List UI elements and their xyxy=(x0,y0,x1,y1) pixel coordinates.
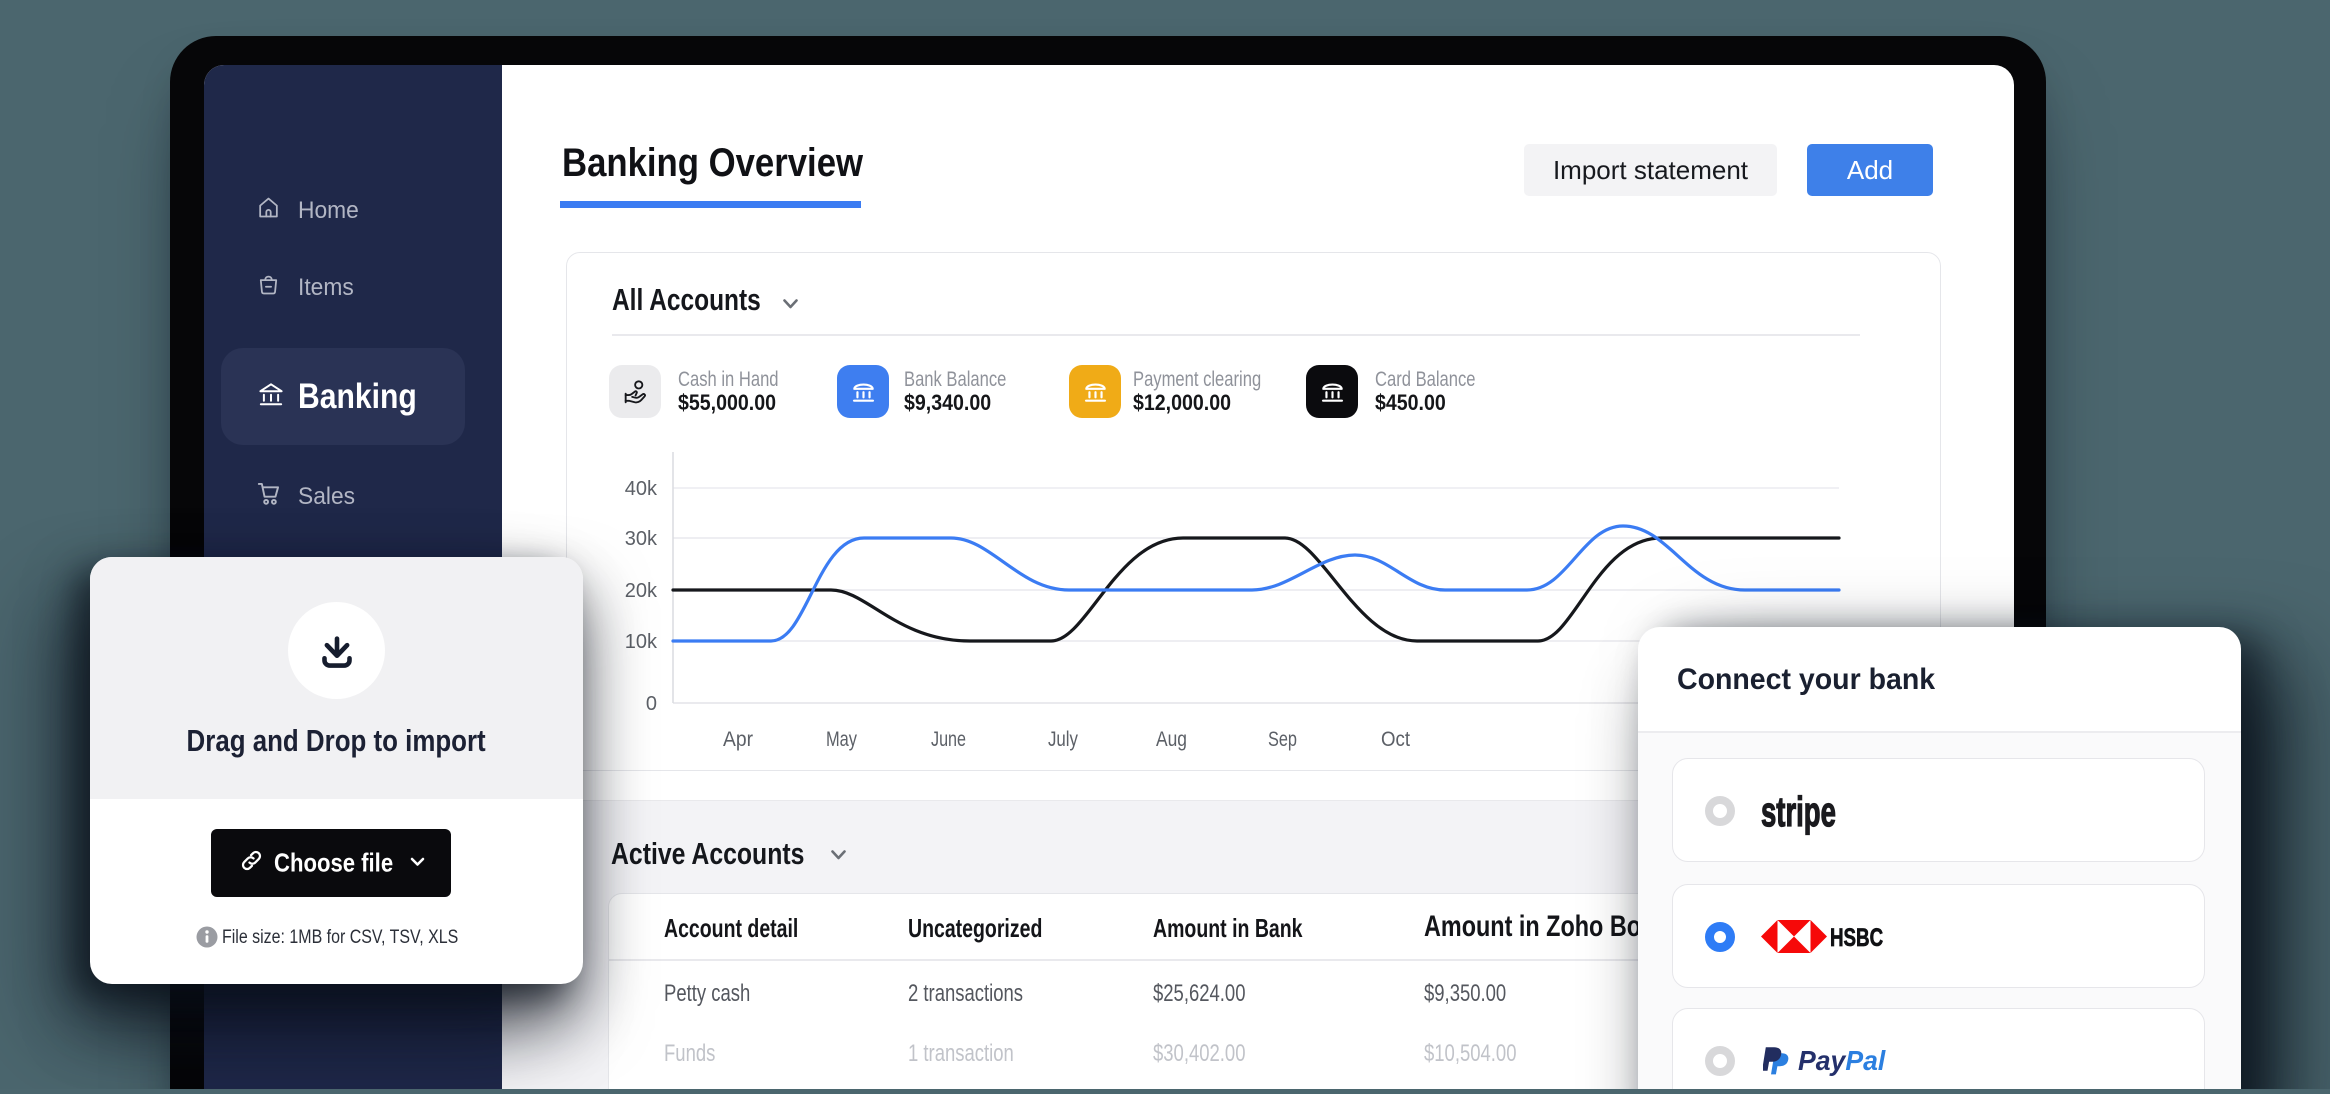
svg-text:30k: 30k xyxy=(625,528,658,550)
svg-text:June: June xyxy=(931,728,966,751)
svg-text:Sep: Sep xyxy=(1268,728,1297,751)
svg-text:Aug: Aug xyxy=(1156,728,1187,751)
svg-text:Oct: Oct xyxy=(1381,728,1410,751)
svg-text:40k: 40k xyxy=(625,478,658,500)
svg-text:20k: 20k xyxy=(625,580,658,602)
svg-text:10k: 10k xyxy=(625,631,658,653)
svg-text:May: May xyxy=(826,728,857,751)
svg-text:0: 0 xyxy=(646,693,657,715)
svg-text:July: July xyxy=(1048,728,1078,751)
svg-text:Apr: Apr xyxy=(723,728,753,751)
